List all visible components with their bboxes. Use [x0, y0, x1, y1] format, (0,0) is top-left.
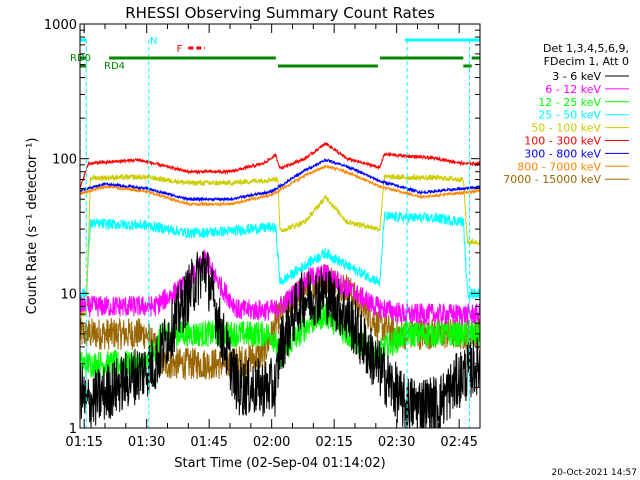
series-800-7000-kev: [79, 164, 481, 208]
x-tick-label: 01:30: [128, 435, 165, 450]
legend-entry-label: 300 - 800 keV: [524, 147, 601, 160]
x-tick-label: 01:15: [65, 435, 102, 450]
y-tick-label: 1000: [44, 18, 77, 33]
legend-header-line: FDecim 1, Att 0: [544, 55, 629, 68]
legend-header-line: Det 1,3,4,5,6,9,: [543, 42, 629, 55]
legend-entry-label: 50 - 100 keV: [531, 122, 601, 135]
night-flag-label: N: [150, 36, 157, 47]
series-50-100-kev: [79, 172, 481, 317]
rd4-flag-label: RD4: [104, 61, 125, 72]
y-tick-label: 1: [69, 422, 77, 437]
x-tick-label: 02:15: [315, 435, 352, 450]
footer-timestamp: 20-Oct-2021 14:57: [552, 468, 637, 478]
series-100-300-kev: [79, 141, 481, 188]
flare-flag-label: F: [177, 44, 183, 55]
series-6-12-kev: [79, 249, 481, 325]
legend-entry-label: 800 - 7000 keV: [517, 160, 601, 173]
x-axis-label: Start Time (02-Sep-04 01:14:02): [174, 456, 385, 471]
x-tick-label: 02:30: [378, 435, 415, 450]
series-300-800-kev: [79, 157, 481, 203]
y-axis-label: Count Rate (s⁻¹ detector⁻¹): [25, 138, 40, 315]
series-25-50-kev: [79, 210, 481, 300]
legend-entry-label: 7000 - 15000 keV: [503, 173, 601, 186]
legend-entry-label: 100 - 300 keV: [524, 135, 601, 148]
legend-entry-label: 12 - 25 keV: [538, 96, 601, 109]
legend-entry-label: 3 - 6 keV: [552, 70, 601, 83]
axis-layer: 1 10 100 1000 01:15 01:30 01:45 02:00 02:15 02:30…: [44, 18, 481, 450]
chart-title: RHESSI Observing Summary Count Rates: [125, 4, 435, 22]
x-tick-label: 02:00: [253, 435, 290, 450]
legend-entry-label: 25 - 50 keV: [538, 109, 601, 122]
x-tick-label: 01:45: [190, 435, 227, 450]
x-tick-label: 02:45: [440, 435, 477, 450]
series-3-6-kev: [79, 251, 481, 429]
legend: Det 1,3,4,5,6,9,FDecim 1, Att 0 3 - 6 keV…: [503, 42, 629, 186]
series-layer: [79, 141, 481, 429]
rd0-flag-label: RD0: [70, 53, 91, 64]
plot-frame: [79, 23, 481, 429]
y-tick-label: 10: [60, 287, 77, 302]
y-tick-label: 100: [52, 153, 77, 168]
legend-entry-label: 6 - 12 keV: [545, 83, 601, 96]
flag-layer: N F RD0 RD4: [70, 36, 480, 428]
